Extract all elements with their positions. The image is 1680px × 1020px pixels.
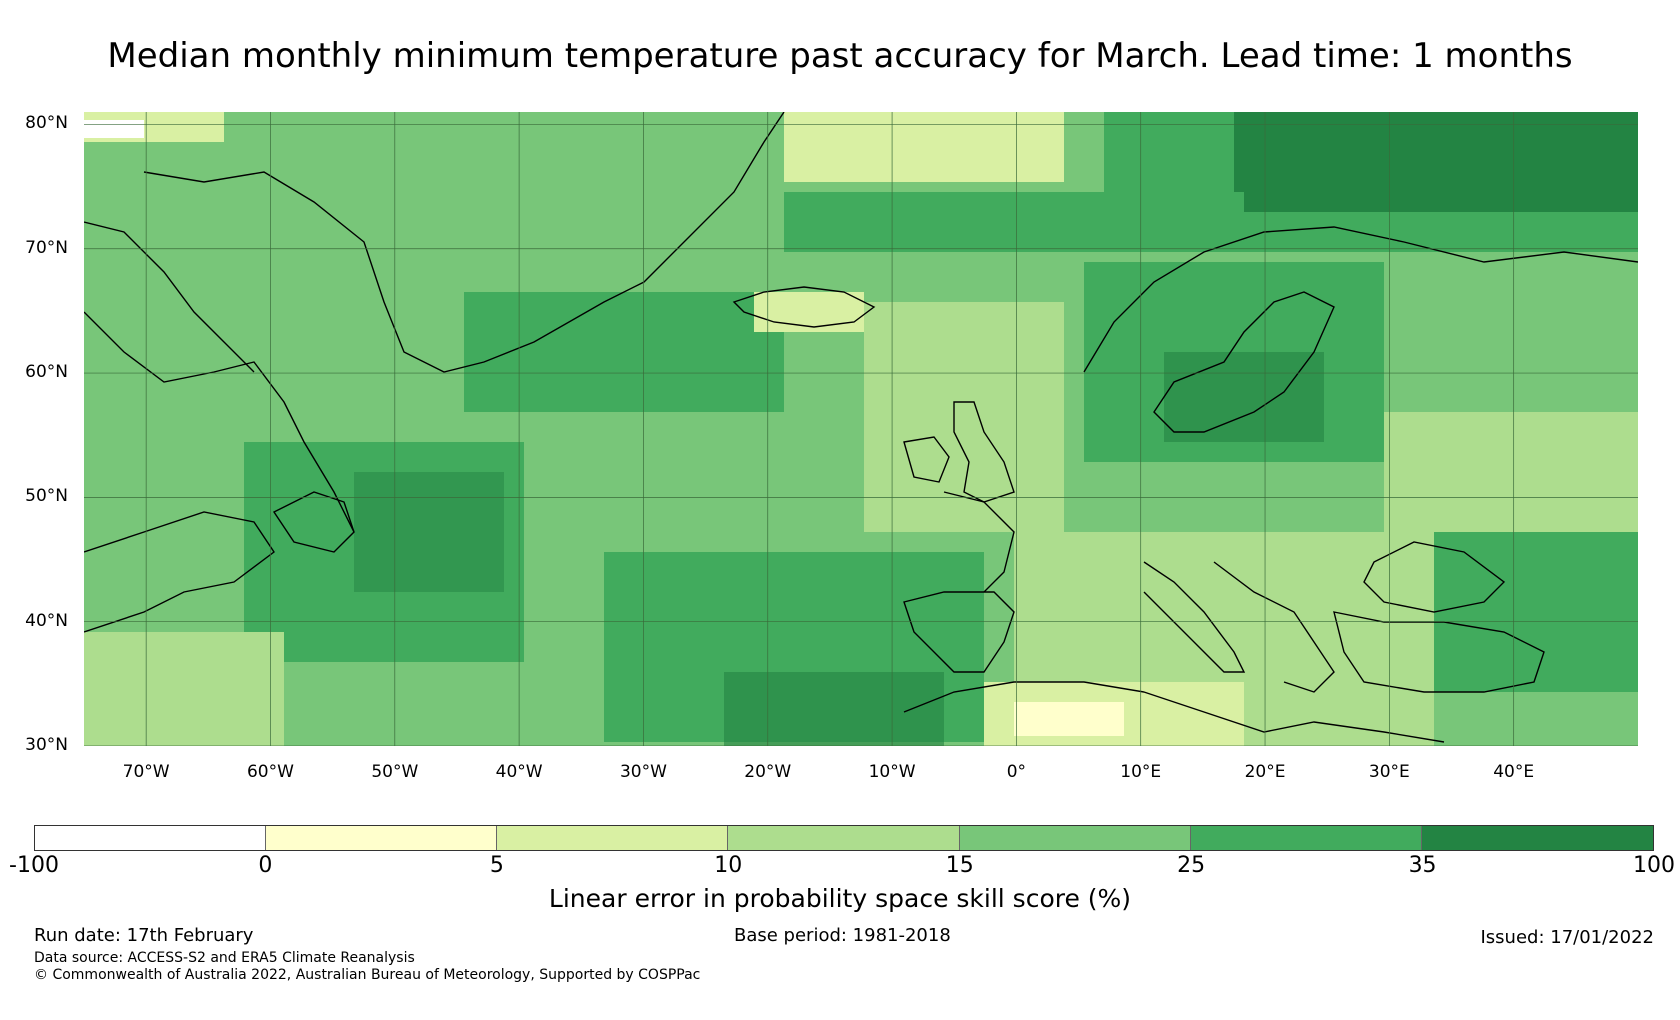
colorbar [34, 825, 1654, 851]
region-black-sea [1434, 532, 1638, 692]
coast-greenland [143, 112, 785, 373]
region-northsea-band [784, 192, 1244, 252]
colorbar-tick-label: 5 [489, 853, 504, 878]
colorbar-label: Linear error in probability space skill … [548, 884, 1132, 913]
colorbar-tick-label: 10 [714, 853, 743, 878]
latitude-label: 30°N [25, 735, 68, 755]
colorbar-tick-label: 15 [945, 853, 974, 878]
colorbar-segment [497, 826, 729, 850]
longitude-label: 50°W [371, 762, 419, 782]
longitude-label: 40°W [495, 762, 543, 782]
longitude-label: 60°W [246, 762, 294, 782]
longitude-label: 70°W [122, 762, 170, 782]
copyright: © Commonwealth of Australia 2022, Austra… [34, 967, 701, 983]
longitude-label: 30°W [619, 762, 667, 782]
longitude-label: 0° [1006, 762, 1027, 782]
coast-iberia [903, 591, 1015, 673]
coast-norway [1083, 226, 1638, 373]
region-baltic-dark [1164, 352, 1324, 442]
coastlines [84, 112, 1638, 743]
latitude-label: 40°N [25, 610, 68, 631]
chart-title: Median monthly minimum temperature past … [107, 36, 1573, 76]
coast-nova-scotia [84, 511, 275, 633]
longitude-label: 20°E [1244, 762, 1286, 782]
colorbar-segment [266, 826, 498, 850]
map-canvas [84, 112, 1638, 746]
coast-baffin [84, 221, 255, 373]
coast-labrador [84, 311, 355, 533]
coast-iceland [732, 286, 876, 328]
colorbar-segment [728, 826, 960, 850]
region-sahara-pale [1014, 702, 1124, 736]
skill-regions [84, 112, 1638, 746]
region-russia-east-light [1384, 412, 1638, 532]
colorbar-tick-label: -100 [9, 853, 59, 878]
coast-north-africa [903, 681, 1445, 743]
issued-date: Issued: 17/01/2022 [1480, 927, 1654, 948]
region-arctic-white [84, 120, 144, 138]
skill-score-map [84, 112, 1638, 746]
colorbar-segment [35, 826, 267, 850]
graticule [84, 112, 1638, 746]
region-atlantic-dark [724, 672, 944, 746]
longitude-label: 30°E [1368, 762, 1410, 782]
longitude-label: 10°E [1120, 762, 1162, 782]
latitude-label: 80°N [25, 113, 68, 134]
coast-balkans [1213, 561, 1335, 693]
data-source: Data source: ACCESS-S2 and ERA5 Climate … [34, 950, 415, 966]
region-iceland-light [754, 292, 864, 332]
region-labrador-dark [354, 472, 504, 592]
coast-sweden-finland [1153, 291, 1335, 433]
coast-france [943, 491, 1015, 593]
longitude-label: 10°W [868, 762, 916, 782]
colorbar-tick-label: 100 [1633, 853, 1675, 878]
coast-britain [953, 401, 1015, 503]
region-sw-atlantic-light [84, 632, 284, 746]
base-period: Base period: 1981-2018 [734, 925, 951, 946]
colorbar-tick-label: 25 [1177, 853, 1206, 878]
longitude-label: 20°W [744, 762, 792, 782]
colorbar-tick-label: 35 [1408, 853, 1437, 878]
colorbar-segment [1421, 826, 1653, 850]
coast-newfoundland [272, 491, 355, 553]
region-barents [1234, 112, 1638, 212]
latitude-label: 50°N [25, 486, 68, 507]
longitude-label: 40°E [1493, 762, 1535, 782]
coast-ireland [903, 436, 950, 483]
latitude-label: 70°N [25, 237, 68, 258]
run-date: Run date: 17th February [34, 925, 254, 946]
latitude-label: 60°N [25, 362, 68, 383]
region-irminger [464, 292, 784, 412]
region-east-atlantic-light [864, 302, 1064, 532]
region-greenland-sea-light [784, 112, 1064, 182]
colorbar-tick-label: 0 [258, 853, 273, 878]
colorbar-segment [1190, 826, 1422, 850]
coast-black-sea [1363, 541, 1506, 613]
colorbar-segment [959, 826, 1191, 850]
